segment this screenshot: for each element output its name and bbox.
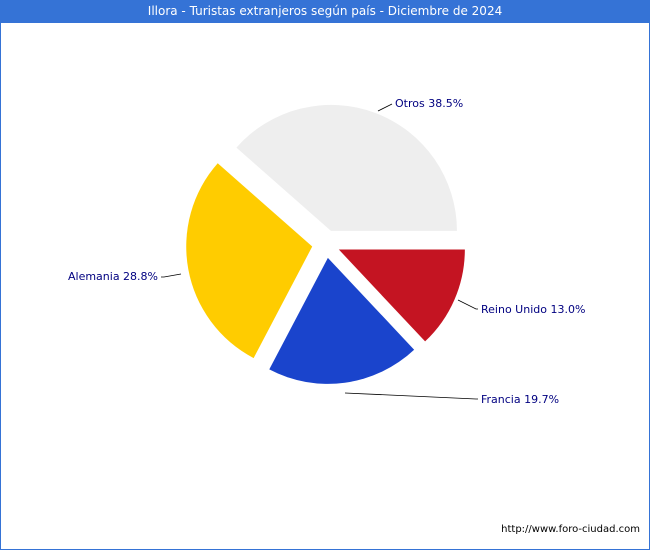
pie-slice-francia [269,257,415,384]
leader-line [161,273,182,278]
leader-line [457,299,478,310]
leader-line [344,392,478,400]
data-label: Otros 38.5% [395,97,463,110]
pie-slice-reino-unido [338,249,465,342]
source-url[interactable]: http://www.foro-ciudad.com [501,524,640,535]
data-label: Reino Unido 13.0% [481,303,585,316]
pie-slice-alemania [186,163,313,359]
chart-title: Illora - Turistas extranjeros según país… [0,0,650,23]
pie-slice-otros [236,104,457,231]
leader-line [377,103,393,112]
data-label: Francia 19.7% [481,393,559,406]
data-label: Alemania 28.8% [68,270,158,283]
